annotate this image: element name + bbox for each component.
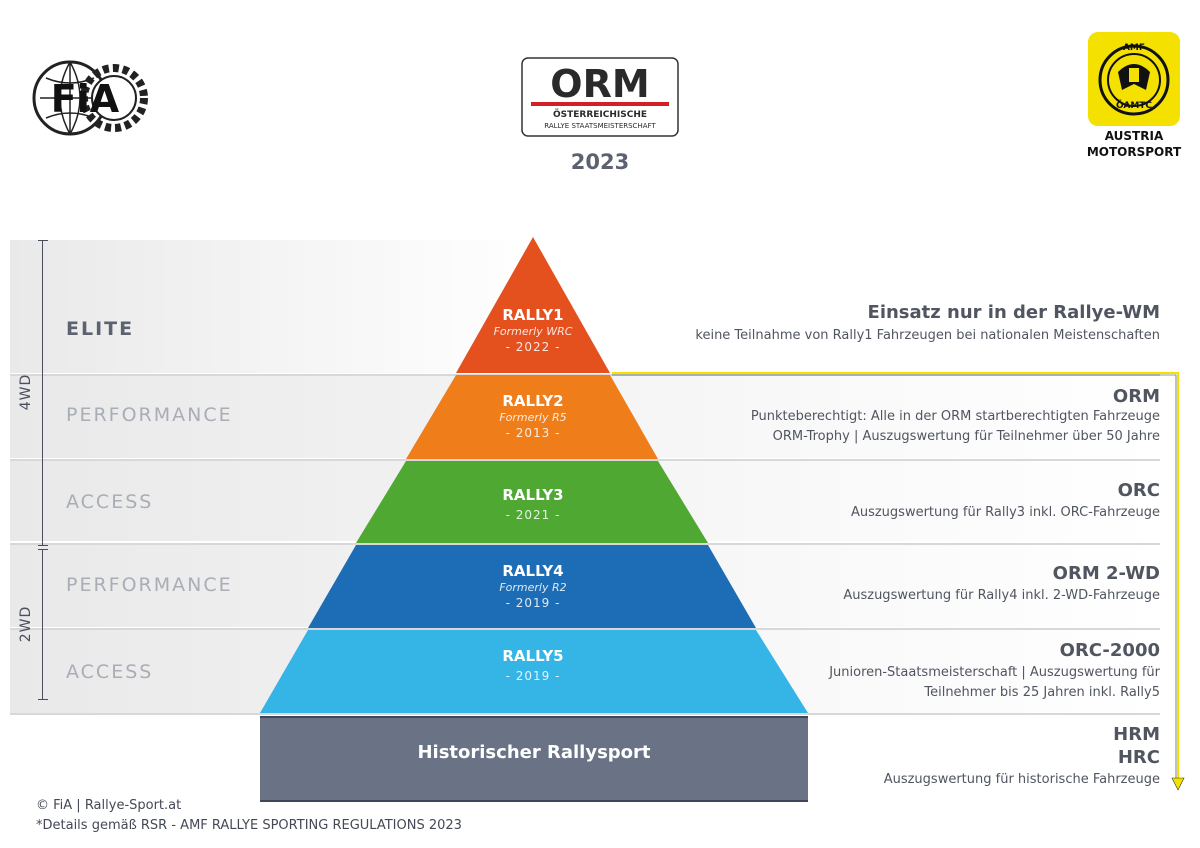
- tier-label-access-4wd: ACCESS: [66, 491, 154, 513]
- tier-formerly: Formerly R5: [499, 411, 567, 424]
- pyramid-segment-rally4: [308, 545, 756, 628]
- pyramid-segment-rally1: [456, 237, 610, 373]
- desc-line: keine Teilnahme von Rally1 Fahrzeugen be…: [695, 328, 1160, 343]
- divider: [10, 713, 1160, 715]
- amf-badge-text: ÖAMTC: [1116, 100, 1152, 111]
- band-elite: [10, 240, 550, 373]
- tier-formerly: Formerly WRC: [493, 325, 573, 338]
- orm-logo: ORM ÖSTERREICHISCHE RALLYE STAATSMEISTER…: [521, 57, 679, 137]
- tier-label-performance-2wd: PERFORMANCE: [66, 574, 233, 596]
- pyramid-segment-rally2: [406, 375, 658, 459]
- pyramid-label-rally1: RALLY1 Formerly WRC - 2022 -: [443, 306, 623, 354]
- amf-logo: AMF ÖAMTC: [1088, 32, 1180, 126]
- desc-head: Einsatz nur in der Rallye-WM: [867, 302, 1160, 323]
- desc-head: ORC: [1117, 480, 1160, 501]
- desc-line: Junioren-Staatsmeisterschaft | Auszugswe…: [829, 665, 1160, 680]
- desc-rally4: ORM 2-WD Auszugswertung für Rally4 inkl.…: [843, 563, 1160, 606]
- pyramid-segment-rally3: [356, 461, 708, 543]
- fia-logo-text: FiA: [51, 77, 120, 121]
- tier-label-elite: ELITE: [66, 318, 135, 340]
- tier-name: RALLY3: [502, 486, 564, 504]
- tier-label-access-2wd: ACCESS: [66, 661, 154, 683]
- desc-line: Auszugswertung für Rally4 inkl. 2-WD-Fah…: [843, 588, 1160, 603]
- desc-head: HRM: [1113, 724, 1160, 745]
- pyramid-segment-rally5: [260, 630, 808, 713]
- desc-line: Auszugswertung für historische Fahrzeuge: [883, 772, 1160, 787]
- pyramid-label-rally5: RALLY5 - 2019 -: [443, 647, 623, 683]
- tier-formerly: Formerly R2: [499, 581, 567, 594]
- orm-logo-title: ORM: [550, 62, 649, 106]
- tier-year: - 2013 -: [505, 426, 561, 440]
- tier-name: RALLY5: [502, 647, 564, 665]
- divider: [10, 628, 1160, 630]
- tier-name: RALLY2: [502, 392, 564, 410]
- historic-label: Historischer Rallysport: [417, 742, 651, 763]
- orm-logo-subtitle1: ÖSTERREICHISCHE: [553, 109, 647, 120]
- connector-arrow: [1171, 777, 1185, 791]
- tier-name: RALLY4: [502, 562, 564, 580]
- desc-historic: HRM HRC Auszugswertung für historische F…: [884, 724, 1160, 790]
- footer-note: *Details gemäß RSR - AMF RALLYE SPORTING…: [36, 818, 462, 833]
- bracket-4wd: [38, 240, 48, 546]
- desc-line: Auszugswertung für Rally3 inkl. ORC-Fahr…: [850, 505, 1160, 520]
- amf-caption-line2: MOTORSPORT: [1086, 145, 1182, 159]
- amf-caption: AUSTRIA MOTORSPORT: [1080, 128, 1188, 160]
- historic-box: Historischer Rallysport: [260, 716, 808, 802]
- tier-year: - 2021 -: [505, 508, 561, 522]
- desc-rally3: ORC Auszugswertung für Rally3 inkl. ORC-…: [851, 480, 1160, 523]
- fia-logo: FiA: [30, 58, 150, 138]
- desc-line: Teilnehmer bis 25 Jahren inkl. Rally5: [924, 685, 1160, 700]
- tier-year: - 2019 -: [505, 596, 561, 610]
- desc-line: Punkteberechtigt: Alle in der ORM startb…: [750, 409, 1160, 424]
- divider: [10, 459, 1160, 461]
- amf-caption-line1: AUSTRIA: [1104, 129, 1164, 143]
- tier-label-performance-4wd: PERFORMANCE: [66, 404, 233, 426]
- desc-head: HRC: [1117, 747, 1160, 768]
- tier-name: RALLY1: [502, 306, 564, 324]
- tier-year: - 2019 -: [505, 669, 561, 683]
- desc-head: ORC-2000: [1059, 640, 1160, 661]
- year-label: 2023: [570, 150, 630, 174]
- pyramid-label-rally2: RALLY2 Formerly R5 - 2013 -: [443, 392, 623, 440]
- desc-head: ORM: [1112, 386, 1160, 407]
- desc-rally2: ORM Punkteberechtigt: Alle in der ORM st…: [751, 386, 1160, 447]
- tier-year: - 2022 -: [505, 340, 561, 354]
- desc-line: ORM-Trophy | Auszugswertung für Teilnehm…: [772, 429, 1160, 444]
- amf-top-text: AMF: [1123, 43, 1145, 53]
- orm-logo-subtitle2: RALLYE STAATSMEISTERSCHAFT: [544, 122, 656, 130]
- pyramid-label-rally3: RALLY3 - 2021 -: [443, 486, 623, 522]
- footer-credit: © FiA | Rallye-Sport.at: [36, 798, 182, 813]
- bracket-2wd: [38, 549, 48, 700]
- divider: [10, 543, 1160, 545]
- desc-head: ORM 2-WD: [1052, 563, 1160, 584]
- desc-rally1: Einsatz nur in der Rallye-WM keine Teiln…: [695, 302, 1160, 346]
- desc-rally5: ORC-2000 Junioren-Staatsmeisterschaft | …: [829, 640, 1160, 703]
- pyramid-label-rally4: RALLY4 Formerly R2 - 2019 -: [443, 562, 623, 610]
- connector-line: [612, 372, 1179, 780]
